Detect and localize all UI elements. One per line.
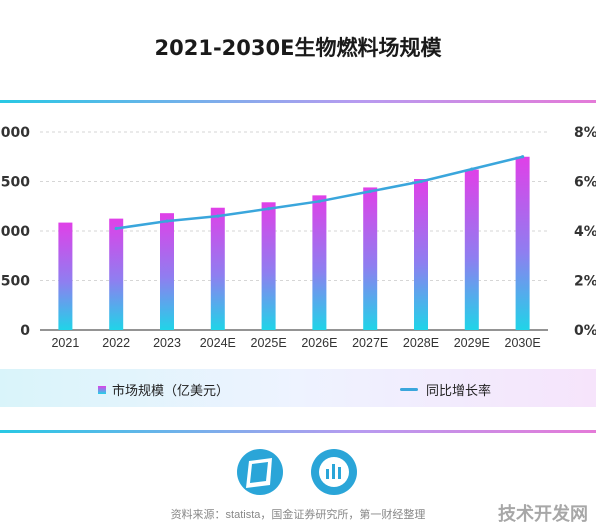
bar-2024E: [210, 207, 225, 330]
legend-item-bar: 市场规模（亿美元）: [98, 380, 229, 399]
bottom-divider: [0, 430, 596, 433]
bar-2021: [58, 222, 73, 330]
bar-2026E: [312, 195, 327, 330]
x-tick-label: 2022: [102, 336, 130, 350]
growth-rate-point: [267, 207, 271, 211]
chart-title: 2021-2030E生物燃料场规模: [154, 36, 442, 60]
growth-rate-point: [368, 189, 372, 193]
bar-2023: [160, 213, 174, 330]
growth-rate-point: [419, 179, 423, 184]
growth-rate-point: [317, 199, 321, 203]
bar-swatch-icon: [98, 385, 106, 394]
y-left-tick-label: 0: [20, 323, 30, 339]
watermark: 技术开发网: [498, 504, 588, 525]
y-right-tick-label: 2%: [574, 274, 596, 290]
legend: 市场规模（亿美元） 同比增长率: [0, 369, 596, 407]
x-tick-label: 2021: [51, 336, 79, 350]
book-logo-icon: [237, 449, 283, 495]
chart-area: 0 500 1000 1500 2000 0% 2% 4% 6% 8% 2021 2022 2023 20…: [0, 125, 596, 350]
legend-bar-label: 市场规模（亿美元）: [112, 383, 230, 398]
bar-2025E: [261, 202, 276, 330]
y-left-tick-label: 500: [1, 274, 30, 290]
x-tick-label: 2023: [153, 336, 181, 350]
growth-rate-point: [216, 214, 220, 218]
source-note: 资料来源：statista，国金证券研究所，第一财经整理: [170, 509, 426, 521]
x-tick-label: 2029E: [454, 336, 490, 350]
y-left-tick-label: 1500: [0, 175, 30, 191]
bar-2029E: [464, 169, 479, 330]
growth-rate-point: [165, 219, 169, 223]
growth-rate-point: [114, 226, 118, 231]
logos: [237, 449, 357, 495]
growth-rate-point: [470, 167, 474, 171]
bar-2022: [109, 218, 124, 330]
x-tick-label: 2027E: [352, 336, 388, 350]
bar-2027E: [363, 187, 378, 330]
x-tick-label: 2024E: [200, 336, 236, 350]
bar-2028E: [414, 179, 428, 330]
y-right-tick-label: 6%: [574, 175, 596, 191]
y-right-tick-label: 8%: [574, 125, 596, 141]
top-divider: [0, 100, 596, 103]
y-right-tick-label: 4%: [574, 224, 596, 240]
line-swatch-icon: [400, 388, 418, 391]
bar-2030E: [515, 156, 530, 330]
x-tick-label: 2028E: [403, 336, 439, 350]
legend-item-line: 同比增长率: [400, 380, 491, 399]
y-left-tick-label: 1000: [0, 224, 30, 240]
x-tick-label: 2030E: [505, 336, 541, 350]
chart-logo-icon: [311, 449, 357, 495]
x-tick-label: 2025E: [251, 336, 287, 350]
legend-line-label: 同比增长率: [426, 383, 492, 398]
y-right-tick-label: 0%: [574, 323, 596, 339]
x-tick-label: 2026E: [301, 336, 337, 350]
growth-rate-point: [521, 155, 525, 159]
y-left-tick-label: 2000: [0, 125, 30, 141]
